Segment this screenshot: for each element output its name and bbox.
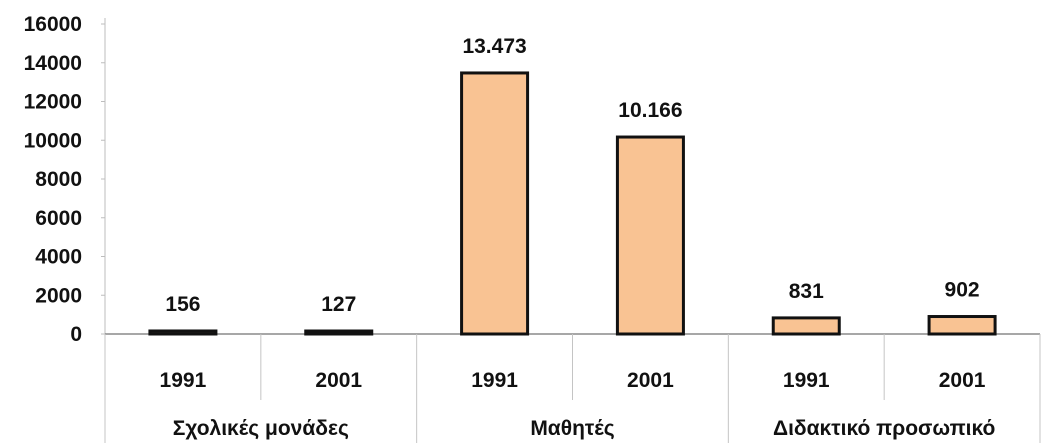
y-tick-label: 2000 xyxy=(35,284,82,307)
y-tick-label: 0 xyxy=(70,323,82,346)
bar xyxy=(304,329,374,336)
category-label: 2001 xyxy=(627,369,674,392)
group-label: Διδακτικό προσωπικό xyxy=(773,417,995,440)
category-label: 1991 xyxy=(160,369,207,392)
category-label: 1991 xyxy=(471,369,518,392)
y-tick-label: 4000 xyxy=(35,246,82,269)
data-label: 13.473 xyxy=(462,35,526,58)
bar xyxy=(771,316,841,336)
category-separators xyxy=(104,334,1041,443)
data-label: 831 xyxy=(789,280,824,303)
data-labels: 156 127 13.473 10.166 831 902 xyxy=(165,35,979,316)
group-label: Σχολικές μονάδες xyxy=(173,417,349,440)
group-label: Μαθητές xyxy=(530,417,614,440)
y-tick-label: 14000 xyxy=(24,52,82,75)
category-label: 2001 xyxy=(315,369,362,392)
y-tick-label: 10000 xyxy=(24,129,82,152)
bars xyxy=(148,71,997,336)
data-label: 127 xyxy=(321,293,356,316)
data-label: 902 xyxy=(945,279,980,302)
category-label: 2001 xyxy=(939,369,986,392)
data-label: 10.166 xyxy=(618,99,682,122)
y-tick-label: 8000 xyxy=(35,168,82,191)
y-tick-label: 6000 xyxy=(35,207,82,230)
bar xyxy=(927,315,997,336)
bar xyxy=(148,329,218,336)
bar xyxy=(460,71,530,336)
y-tick-label: 12000 xyxy=(24,91,82,114)
y-axis-ticks: 0 2000 4000 6000 8000 10000 12000 14000 16000 xyxy=(24,13,105,346)
group-labels: Σχολικές μονάδες Μαθητές Διδακτικό προσωπι… xyxy=(173,417,996,440)
category-label: 1991 xyxy=(783,369,830,392)
axes xyxy=(104,18,1040,335)
data-label: 156 xyxy=(165,293,200,316)
bar xyxy=(615,135,685,336)
category-labels: 1991 2001 1991 2001 1991 2001 xyxy=(160,369,986,392)
y-tick-label: 16000 xyxy=(24,13,82,36)
